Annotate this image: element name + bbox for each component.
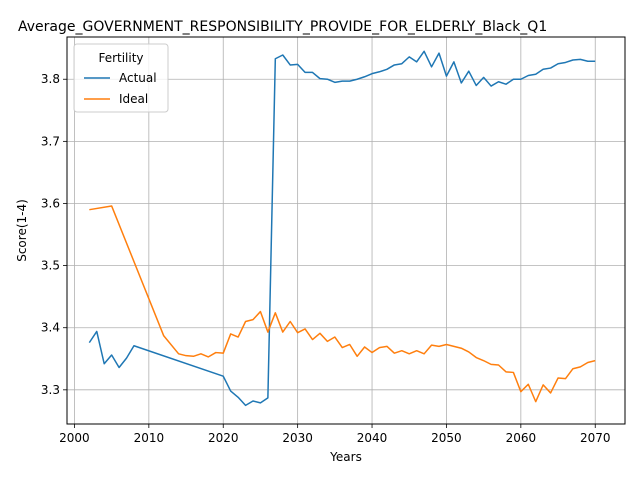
y-axis: 3.3 3.4 3.5 3.6 3.7 3.8 — [41, 72, 67, 397]
y-tick-label: 3.7 — [41, 134, 60, 148]
y-axis-label: Score(1-4) — [15, 199, 29, 262]
y-tick-label: 3.5 — [41, 259, 60, 273]
chart-title: Average_GOVERNMENT_RESPONSIBILITY_PROVID… — [18, 19, 547, 35]
x-tick-label: 2040 — [357, 431, 388, 445]
x-tick-label: 2060 — [506, 431, 537, 445]
y-tick-label: 3.8 — [41, 72, 60, 86]
x-tick-label: 2000 — [59, 431, 90, 445]
series-line-actual — [88, 50, 596, 407]
legend: Fertility Actual Ideal — [73, 43, 169, 113]
y-tick-label: 3.4 — [41, 321, 60, 335]
legend-label-ideal: Ideal — [119, 92, 148, 106]
grid — [67, 37, 625, 424]
x-tick-label: 2010 — [134, 431, 165, 445]
legend-title: Fertility — [98, 51, 143, 65]
series-lines — [88, 50, 596, 407]
y-tick-label: 3.6 — [41, 196, 60, 210]
x-axis: 2000 2010 2020 2030 2040 2050 2060 2070 — [59, 424, 611, 445]
plot-frame — [66, 36, 626, 425]
x-axis-label: Years — [329, 450, 362, 464]
legend-label-actual: Actual — [119, 71, 157, 85]
x-tick-label: 2020 — [208, 431, 239, 445]
y-tick-label: 3.3 — [41, 383, 60, 397]
x-tick-label: 2030 — [282, 431, 313, 445]
series-line-ideal — [89, 205, 596, 403]
x-tick-label: 2070 — [580, 431, 611, 445]
x-tick-label: 2050 — [431, 431, 462, 445]
legend-box — [73, 43, 169, 113]
